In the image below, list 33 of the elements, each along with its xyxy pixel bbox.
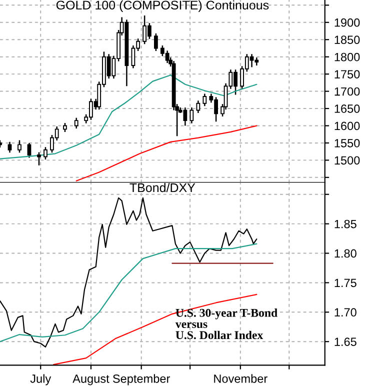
y-tick-label: 1.70: [334, 308, 356, 317]
chart-title: TBond/DXY: [130, 182, 196, 192]
candlestick: [190, 106, 194, 124]
y-tick-label: 1.65: [334, 338, 356, 346]
y-tick-label: 1800: [334, 52, 360, 62]
y-tick-label: 1.75: [334, 278, 356, 288]
line-series: [0, 74, 258, 160]
x-tick-label: August: [72, 374, 110, 386]
candlestick: [8, 141, 12, 154]
x-tick-label: November: [214, 374, 268, 383]
candlestick: [18, 140, 22, 154]
y-tick-label: 1550: [334, 138, 360, 148]
candlestick: [27, 142, 32, 158]
line-series: [76, 125, 258, 182]
annotation: U.S. 30-year T-Bond versus U.S. Dollar Index: [175, 308, 278, 340]
candlestick: [37, 152, 41, 166]
candlestick: [44, 146, 48, 160]
x-tick-label: September: [112, 374, 170, 386]
candlestick: [154, 32, 158, 52]
y-tick-label: 1.85: [334, 220, 356, 228]
y-tick-label: 1500: [334, 156, 360, 165]
candlestick: [196, 100, 200, 114]
candlestick: [202, 93, 207, 107]
y-tick-label: 1900: [334, 18, 360, 27]
y-tick-label: 1600: [334, 122, 360, 130]
y-tick-label: 1700: [334, 87, 360, 96]
x-tick-label: July: [30, 374, 52, 386]
candlestick: [74, 117, 78, 130]
y-tick-label: 1.80: [334, 249, 356, 258]
chart-title: GOLD 100 (COMPOSITE) Continuous: [56, 0, 269, 12]
y-tick-label: 1850: [334, 36, 360, 44]
y-tick-label: 1750: [334, 70, 360, 78]
y-tick-label: 1650: [334, 104, 360, 113]
